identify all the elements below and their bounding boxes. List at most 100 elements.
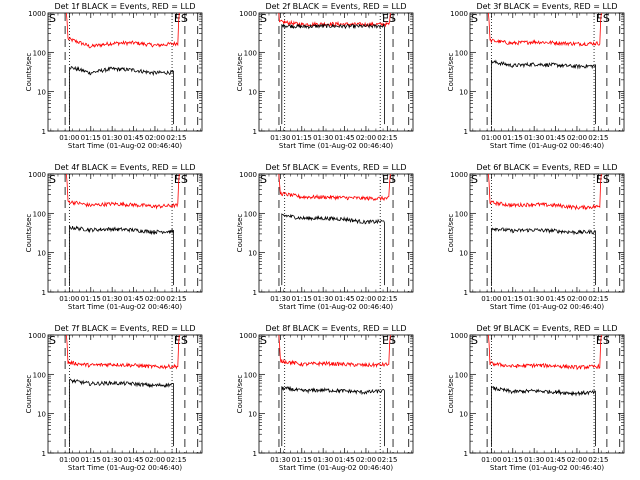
x-tick-label: 01:30 [524,134,544,142]
x-tick-label: 01:30 [313,295,333,303]
start-marker: S [471,12,478,25]
event-rate-series-line [281,213,385,286]
series-group [65,335,180,447]
chart-title: Det 5f BLACK = Events, RED = LLD [265,163,406,172]
event-rate-series-line [491,227,596,286]
series-group [487,13,602,125]
end-marker: ES [382,334,396,347]
y-axis-label: Counts/sec [236,214,244,253]
y-tick-label: 10 [248,411,257,419]
y-tick-label: 1 [42,128,46,136]
start-marker: S [49,173,56,186]
x-tick-label: 02:15 [166,134,186,142]
y-tick-label: 10 [37,89,46,97]
x-axis-label: Start Time (01-Aug-02 00:46:40) [68,142,182,150]
x-axis-label: Start Time (01-Aug-02 00:46:40) [490,464,604,472]
y-tick-label: 1000 [239,10,257,18]
chart-panel-2: Det 2f BLACK = Events, RED = LLD 1 10 100 10… [236,2,414,150]
y-tick-label: 100 [244,49,257,57]
x-tick-label: 02:00 [356,134,376,142]
x-tick-label: 01:30 [313,456,333,464]
series-group [278,13,391,125]
chart-title: Det 8f BLACK = Events, RED = LLD [265,324,406,333]
y-tick-label: 10 [248,250,257,258]
x-axis-label: Start Time (01-Aug-02 00:46:40) [68,464,182,472]
x-tick-label: 01:30 [270,456,290,464]
x-tick-label: 01:15 [503,295,523,303]
chart-title: Det 4f BLACK = Events, RED = LLD [54,163,195,172]
y-axis-label: Counts/sec [236,375,244,414]
x-tick-label: 01:45 [545,295,565,303]
y-tick-label: 1000 [450,10,468,18]
x-tick-label: 01:00 [59,456,79,464]
x-tick-label: 02:15 [377,134,397,142]
plot-frame [47,173,203,293]
x-axis-label: Start Time (01-Aug-02 00:46:40) [279,464,393,472]
start-marker: S [49,12,56,25]
x-tick-label: 02:00 [145,134,165,142]
y-tick-label: 1 [253,128,257,136]
chart-panel-9: Det 9f BLACK = Events, RED = LLD 1 10 100 10… [447,324,625,472]
x-tick-label: 01:15 [292,295,312,303]
start-marker: S [471,173,478,186]
event-rate-series-line [491,59,596,125]
event-rate-series-line [281,23,385,125]
y-tick-label: 100 [244,210,257,218]
y-tick-label: 1000 [450,332,468,340]
x-tick-label: 02:00 [567,295,587,303]
x-axis-label: Start Time (01-Aug-02 00:46:40) [279,303,393,311]
chart-title: Det 9f BLACK = Events, RED = LLD [476,324,617,333]
series-group [278,335,391,447]
event-rate-series-line [281,385,385,447]
x-tick-label: 01:00 [59,295,79,303]
y-tick-label: 100 [33,210,46,218]
lld-rate-series-line [65,335,180,370]
series-group [278,174,391,286]
end-marker: ES [382,173,396,186]
x-tick-label: 01:45 [123,456,143,464]
x-tick-label: 02:00 [145,295,165,303]
x-tick-label: 02:15 [166,295,186,303]
y-tick-label: 10 [459,250,468,258]
x-tick-label: 02:15 [377,456,397,464]
event-rate-series-line [69,65,174,125]
x-tick-label: 01:30 [102,456,122,464]
plot-frame [258,12,414,132]
y-tick-label: 1000 [450,171,468,179]
y-tick-label: 10 [37,250,46,258]
x-tick-label: 01:30 [313,134,333,142]
x-tick-label: 02:00 [567,456,587,464]
y-tick-label: 1 [253,450,257,458]
start-marker: S [260,12,267,25]
plot-frame [258,173,414,293]
x-tick-label: 01:00 [59,134,79,142]
y-tick-label: 100 [455,210,468,218]
chart-panel-6: Det 6f BLACK = Events, RED = LLD 1 10 100 10… [447,163,625,311]
x-tick-label: 01:15 [503,134,523,142]
x-tick-label: 01:30 [270,295,290,303]
lld-rate-series-line [65,174,180,210]
x-tick-label: 01:45 [545,134,565,142]
chart-panel-5: Det 5f BLACK = Events, RED = LLD 1 10 100 10… [236,163,414,311]
y-tick-label: 100 [33,49,46,57]
event-rate-series-line [491,385,596,447]
y-tick-label: 1000 [239,171,257,179]
series-group [487,335,602,447]
chart-title: Det 1f BLACK = Events, RED = LLD [54,2,195,11]
end-marker: ES [596,334,610,347]
series-group [65,174,180,286]
y-tick-label: 10 [37,411,46,419]
y-tick-label: 100 [33,371,46,379]
lld-rate-series-line [278,335,391,369]
x-tick-label: 02:15 [588,134,608,142]
lld-rate-series-line [487,174,602,211]
x-tick-label: 01:30 [524,295,544,303]
x-tick-label: 01:30 [102,295,122,303]
y-tick-label: 1 [42,450,46,458]
y-tick-label: 1 [253,289,257,297]
y-axis-label: Counts/sec [25,375,33,414]
end-marker: ES [596,12,610,25]
start-marker: S [49,334,56,347]
x-axis-label: Start Time (01-Aug-02 00:46:40) [490,142,604,150]
